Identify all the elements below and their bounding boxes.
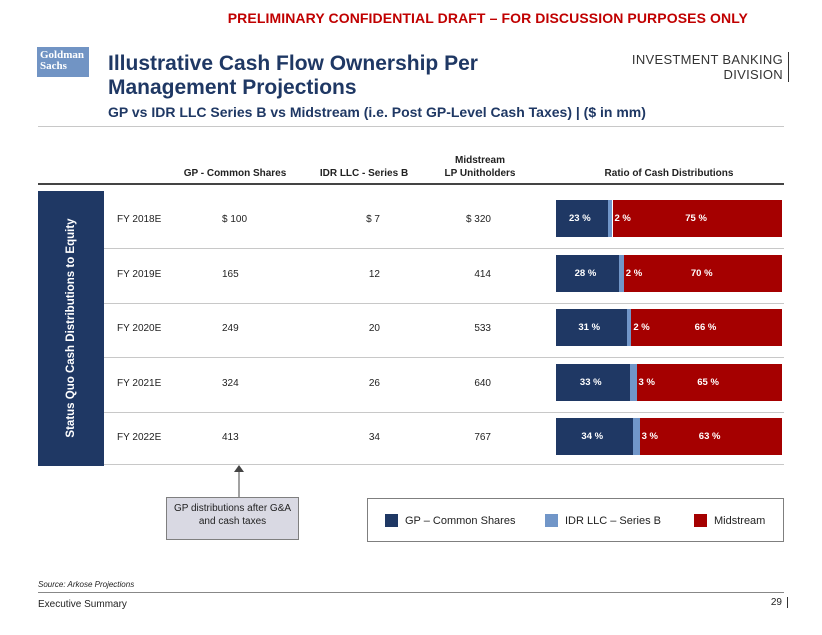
ratio-bar: 33 % 3 % 65 % — [556, 363, 782, 401]
bar-label-gp: 23 % — [568, 213, 591, 224]
row-year: FY 2021E — [117, 377, 162, 389]
bar-segment-idr — [626, 309, 632, 346]
row-year: FY 2018E — [117, 214, 162, 225]
col-header-ratio: Ratio of Cash Distributions — [604, 168, 734, 179]
bar-label-gp: 28 % — [574, 267, 597, 279]
sidebar-label: Status Quo Cash Distributions to Equity — [65, 218, 77, 438]
row-midstream-value: 533 — [474, 323, 491, 334]
bar-label-midstream: 75 % — [685, 213, 707, 224]
callout-box: GP distributions after G&A and cash taxe… — [166, 497, 299, 540]
page-number: 29 — [771, 597, 788, 608]
bar-label-idr: 2 % — [614, 213, 631, 224]
bar-label-idr: 2 % — [633, 322, 650, 333]
row-gp-value: 165 — [222, 268, 239, 280]
bar-segment-idr — [632, 418, 640, 455]
legend: GP – Common Shares IDR LLC – Series B Mi… — [367, 498, 784, 542]
source-note: Source: Arkose Projections — [38, 580, 135, 589]
row-divider — [104, 302, 784, 304]
title-divider — [38, 126, 784, 127]
division-line-2: DIVISION — [723, 67, 783, 82]
row-gp-value: $ 100 — [222, 214, 248, 225]
ratio-bar: 28 % 2 % 70 % — [556, 254, 782, 292]
row-gp-value: 413 — [222, 432, 239, 443]
callout-line-1: GP distributions after G&A — [173, 503, 292, 514]
legend-swatch-gp — [385, 514, 398, 527]
bar-segment-midstream — [612, 200, 782, 237]
row-midstream-value: 640 — [474, 377, 491, 389]
page-title: Illustrative Cash Flow Ownership Per Man… — [108, 52, 478, 100]
bar-segment-gp — [556, 200, 608, 237]
confidential-banner: PRELIMINARY CONFIDENTIAL DRAFT – FOR DIS… — [227, 10, 748, 26]
bar-label-idr: 3 % — [638, 376, 655, 388]
row-year: FY 2022E — [117, 432, 162, 443]
row-year: FY 2020E — [117, 323, 162, 334]
bar-segment-idr — [619, 254, 624, 292]
legend-label-idr: IDR LLC – Series B — [565, 515, 661, 527]
bar-label-midstream: 66 % — [694, 322, 717, 333]
bar-label-midstream: 65 % — [697, 376, 719, 388]
ratio-bar: 23 % 2 % 75 % — [556, 200, 782, 237]
legend-swatch-idr — [545, 514, 558, 527]
callout-arrow — [234, 465, 244, 497]
col-header-midstream-line-1: Midstream — [454, 155, 505, 166]
page-subtitle: GP vs IDR LLC Series B vs Midstream (i.e… — [108, 104, 646, 120]
legend-swatch-midstream — [694, 514, 707, 527]
header-divider — [38, 183, 784, 185]
row-midstream-value: $ 320 — [465, 214, 491, 225]
bar-segment-gp — [556, 254, 620, 292]
bar-segment-gp — [556, 418, 633, 455]
logo-line-1: Goldman — [40, 49, 85, 61]
row-idr-value: 26 — [368, 377, 380, 389]
col-header-idr: IDR LLC - Series B — [319, 168, 409, 179]
division-label: INVESTMENT BANKING DIVISION — [632, 52, 789, 82]
bar-label-midstream: 70 % — [690, 267, 713, 279]
row-idr-value: $ 7 — [366, 214, 380, 225]
bar-segment-midstream — [623, 254, 782, 292]
row-idr-value: 20 — [368, 323, 380, 334]
title-line-1: Illustrative Cash Flow Ownership Per — [108, 52, 478, 75]
bar-label-midstream: 63 % — [698, 431, 721, 442]
bar-segment-midstream — [636, 363, 782, 401]
bar-label-gp: 31 % — [578, 322, 601, 333]
row-divider — [104, 357, 784, 358]
goldman-sachs-logo: Goldman Sachs — [37, 47, 89, 77]
ratio-bar: 31 % 2 % 66 % — [556, 309, 782, 346]
logo-line-2: Sachs — [40, 60, 67, 72]
row-gp-value: 249 — [222, 323, 239, 334]
bar-label-idr: 2 % — [625, 267, 643, 279]
bar-label-gp: 34 % — [581, 431, 604, 442]
bar-segment-idr — [607, 200, 613, 237]
row-divider — [104, 248, 784, 249]
row-divider — [104, 411, 784, 413]
bar-label-idr: 3 % — [641, 431, 658, 442]
row-gp-value: 324 — [222, 377, 239, 389]
callout-line-2: and cash taxes — [198, 516, 267, 527]
footer-rule — [38, 592, 784, 593]
row-idr-value: 12 — [368, 268, 380, 280]
legend-label-midstream: Midstream — [714, 515, 766, 527]
bar-segment-midstream — [639, 418, 782, 455]
title-line-2: Management Projections — [108, 76, 357, 99]
col-header-midstream-line-2: LP Unitholders — [444, 168, 516, 179]
table-bottom-rule — [104, 464, 784, 465]
bar-segment-midstream — [631, 309, 782, 346]
sidebar-block — [38, 191, 104, 466]
row-midstream-value: 767 — [474, 432, 491, 443]
footer-section: Executive Summary — [38, 599, 127, 610]
row-midstream-value: 414 — [474, 268, 491, 280]
bar-segment-idr — [629, 363, 637, 401]
col-header-midstream: Midstream LP Unitholders — [432, 154, 528, 180]
row-idr-value: 34 — [368, 432, 380, 443]
bar-segment-gp — [556, 363, 630, 401]
bar-segment-gp — [556, 309, 627, 346]
ratio-bar: 34 % 3 % 63 % — [556, 418, 782, 455]
division-line-1: INVESTMENT BANKING — [631, 52, 783, 67]
legend-label-gp: GP – Common Shares — [405, 515, 516, 527]
bar-label-gp: 33 % — [579, 376, 602, 388]
row-year: FY 2019E — [117, 268, 162, 280]
col-header-gp: GP - Common Shares — [183, 168, 287, 179]
